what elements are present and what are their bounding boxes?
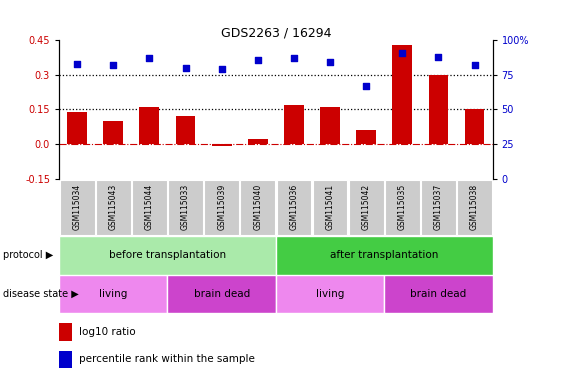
Bar [384,275,493,313]
Bar [140,107,159,144]
Text: GSM115037: GSM115037 [434,184,443,230]
Bar [392,45,412,144]
Bar [67,112,87,144]
Bar [276,236,493,275]
Bar [356,130,376,144]
FancyBboxPatch shape [96,180,131,235]
Text: brain dead: brain dead [410,289,467,299]
Bar [276,275,384,313]
Text: disease state ▶: disease state ▶ [3,289,79,299]
Bar [284,105,304,144]
FancyBboxPatch shape [457,180,492,235]
Text: log10 ratio: log10 ratio [79,327,135,337]
Bar [59,323,72,341]
Point [470,62,479,68]
FancyBboxPatch shape [421,180,456,235]
Bar [248,139,268,144]
Text: GSM115039: GSM115039 [217,184,226,230]
Point [361,83,370,89]
Text: GSM115035: GSM115035 [398,184,407,230]
Bar [464,109,485,144]
Text: living: living [99,289,127,299]
Point [398,50,407,56]
Text: GSM115041: GSM115041 [325,184,334,230]
Bar [59,351,72,368]
Text: GSM115042: GSM115042 [361,184,370,230]
Text: GSM115044: GSM115044 [145,184,154,230]
Bar [59,236,276,275]
Text: after transplantation: after transplantation [330,250,439,260]
Text: percentile rank within the sample: percentile rank within the sample [79,354,254,364]
Text: GSM115033: GSM115033 [181,184,190,230]
Point [109,62,118,68]
Title: GDS2263 / 16294: GDS2263 / 16294 [221,26,331,39]
FancyBboxPatch shape [312,180,347,235]
Bar [104,121,123,144]
Point [217,66,226,73]
FancyBboxPatch shape [132,180,167,235]
FancyBboxPatch shape [60,180,95,235]
Text: GSM115038: GSM115038 [470,184,479,230]
Text: protocol ▶: protocol ▶ [3,250,53,260]
Text: GSM115034: GSM115034 [73,184,82,230]
Point [181,65,190,71]
Bar [320,107,340,144]
Point [325,60,334,66]
Point [73,61,82,67]
FancyBboxPatch shape [385,180,419,235]
FancyBboxPatch shape [349,180,383,235]
Bar [428,75,448,144]
Point [434,54,443,60]
FancyBboxPatch shape [240,180,275,235]
Text: living: living [316,289,344,299]
FancyBboxPatch shape [276,180,311,235]
Point [289,55,298,61]
Point [253,56,262,63]
Text: before transplantation: before transplantation [109,250,226,260]
Bar [212,144,231,146]
Text: GSM115043: GSM115043 [109,184,118,230]
Bar [59,275,168,313]
Point [145,55,154,61]
Bar [168,275,276,313]
FancyBboxPatch shape [204,180,239,235]
FancyBboxPatch shape [168,180,203,235]
Bar [176,116,195,144]
Text: brain dead: brain dead [194,289,250,299]
Text: GSM115040: GSM115040 [253,184,262,230]
Text: GSM115036: GSM115036 [289,184,298,230]
